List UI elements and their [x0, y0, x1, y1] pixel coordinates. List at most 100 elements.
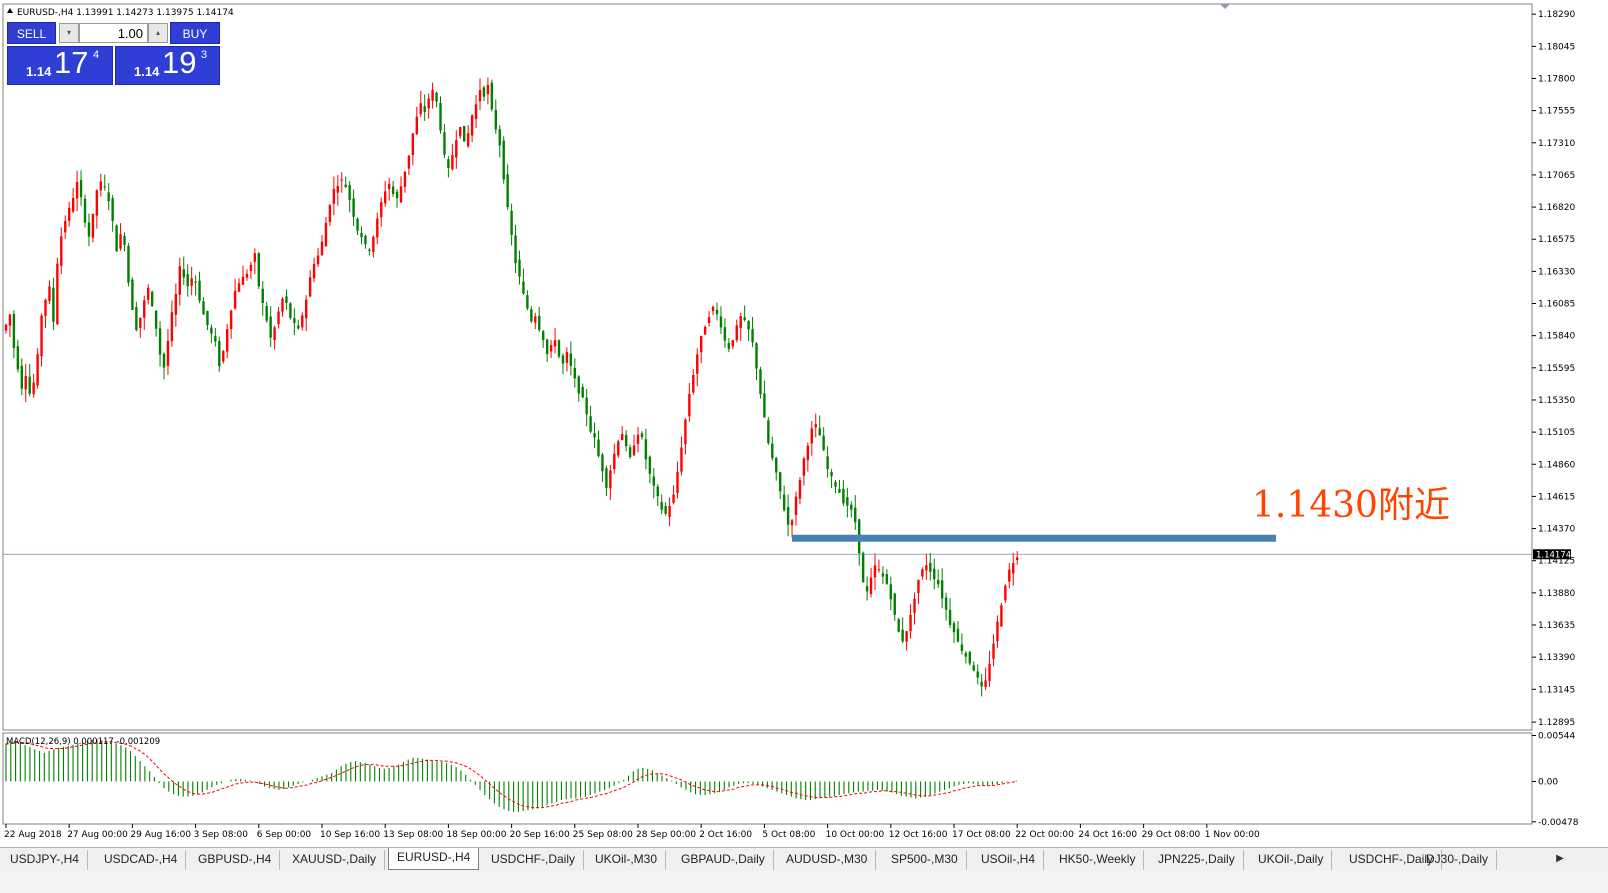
current-price-tag: 1.14174	[1533, 549, 1571, 560]
price-tick-label: 1.13880	[1538, 589, 1575, 599]
price-tick-label: 1.17065	[1538, 171, 1575, 181]
time-tick-label: 24 Oct 16:00	[1078, 830, 1137, 840]
price-tick-label: 1.14860	[1538, 460, 1575, 470]
time-tick-label: 25 Sep 08:00	[573, 830, 633, 840]
price-tick-label: 1.14370	[1538, 525, 1575, 535]
macd-tick-label: -0.00478	[1538, 818, 1579, 828]
time-axis: 22 Aug 2018 27 Aug 00:00 29 Aug 16:00 3 Sep…	[4, 824, 1260, 840]
time-tick-label: 10 Oct 00:00	[826, 830, 885, 840]
candle	[56, 258, 58, 326]
time-tick-label: 13 Sep 08:00	[383, 830, 443, 840]
tab-gbpusd-h4[interactable]: GBPUSD-,H4	[190, 850, 280, 870]
price-chart[interactable]: EURUSD-,H4 1.13991 1.14273 1.13975 1.141…	[0, 0, 1608, 847]
buy-quote-prefix: 1.14	[134, 64, 159, 79]
price-tick-label: 1.17310	[1538, 139, 1575, 149]
tab-usoil-h4[interactable]: USOil-,H4	[973, 850, 1044, 870]
price-tick-label: 1.18045	[1538, 42, 1575, 52]
one-click-trading-panel: SELL ▾ ▴ BUY 1.14 17 4 1.14 19 3	[7, 22, 220, 85]
tab-usdjpy-h4[interactable]: USDJPY-,H4	[2, 850, 88, 870]
macd-tick-label: 0.00	[1538, 777, 1558, 787]
buy-quote[interactable]: 1.14 19 3	[115, 46, 220, 85]
tab-eurusd-h4[interactable]: EURUSD-,H4	[388, 848, 479, 870]
macd-label: MACD(12,26,9) 0.000117 -0.001209	[6, 737, 160, 747]
lot-size-input[interactable]	[79, 23, 148, 43]
candle	[84, 195, 86, 228]
candle	[463, 126, 465, 142]
time-tick-label: 28 Sep 00:00	[636, 830, 696, 840]
price-tick-label: 1.16085	[1538, 300, 1575, 310]
tab-gbpaud-daily[interactable]: GBPAUD-,Daily	[673, 850, 774, 870]
price-tick-label: 1.13390	[1538, 653, 1575, 663]
price-tick-label: 1.16575	[1538, 235, 1575, 245]
support-annotation: 1.1430附近	[1252, 485, 1450, 526]
candle	[151, 291, 153, 307]
price-axis: 1.18290 1.18045 1.17800 1.17555 1.17310 1.170…	[1532, 10, 1575, 728]
candle	[862, 551, 864, 582]
lot-increase-button[interactable]: ▴	[148, 23, 168, 43]
price-tick-label: 1.15840	[1538, 332, 1575, 342]
candle	[558, 339, 560, 358]
candle	[759, 367, 761, 399]
sell-quote-pips: 17	[54, 45, 88, 81]
candle	[127, 243, 129, 287]
time-tick-label: 29 Aug 16:00	[130, 830, 191, 840]
chevron-right-icon[interactable]: ▶	[1552, 850, 1568, 868]
macd-frame	[3, 733, 1532, 824]
candle	[36, 348, 38, 388]
buy-quote-pips: 19	[162, 45, 196, 81]
time-tick-label: 12 Oct 16:00	[889, 830, 948, 840]
price-tick-label: 1.13635	[1538, 621, 1575, 631]
candle	[1004, 584, 1006, 603]
candle	[1000, 603, 1002, 627]
candle	[258, 252, 260, 289]
macd-tick-label: 0.00544	[1538, 732, 1575, 742]
buy-button[interactable]: BUY	[170, 22, 220, 44]
tab-sp500-m30[interactable]: SP500-,M30	[883, 850, 967, 870]
current-price-label: 1.14174	[1536, 550, 1571, 560]
price-tick-label: 1.16330	[1538, 267, 1575, 277]
price-tick-label: 1.17800	[1538, 74, 1575, 84]
time-tick-label: 2 Oct 16:00	[699, 830, 752, 840]
tab-xauusd-daily[interactable]: XAUUSD-,Daily	[284, 850, 385, 870]
time-tick-label: 5 Oct 08:00	[762, 830, 815, 840]
candle	[131, 277, 133, 310]
tab-jpn225-daily[interactable]: JPN225-,Daily	[1150, 850, 1244, 870]
time-tick-label: 22 Aug 2018	[4, 830, 62, 840]
candle	[289, 302, 291, 320]
price-tick-label: 1.18290	[1538, 10, 1575, 20]
sell-quote-fraction: 4	[93, 49, 99, 61]
support-line[interactable]	[792, 535, 1276, 542]
sell-button[interactable]: SELL	[7, 22, 56, 44]
sell-quote[interactable]: 1.14 17 4	[7, 46, 113, 85]
time-tick-label: 29 Oct 08:00	[1142, 830, 1201, 840]
candle	[898, 618, 900, 633]
sell-quote-prefix: 1.14	[26, 64, 51, 79]
lot-decrease-button[interactable]: ▾	[59, 23, 79, 43]
time-tick-label: 17 Oct 08:00	[952, 830, 1011, 840]
price-tick-label: 1.14615	[1538, 492, 1575, 502]
tab-ukoil-m30[interactable]: UKOil-,M30	[587, 850, 666, 870]
tab-ukoil-daily[interactable]: UKOil-,Daily	[1250, 850, 1332, 870]
candle	[767, 417, 769, 445]
candle	[617, 440, 619, 458]
window-bottom-strip	[0, 871, 1608, 893]
chart-tab-bar: USDJPY-,H4 USDCAD-,H4 GBPUSD-,H4 XAUUSD-…	[0, 847, 1608, 871]
price-tick-label: 1.17555	[1538, 107, 1575, 117]
tab-dj30-daily[interactable]: DJ30-,Daily	[1418, 850, 1497, 870]
time-tick-label: 3 Sep 08:00	[194, 830, 249, 840]
candle	[503, 136, 505, 183]
tab-hk50-weekly[interactable]: HK50-,Weekly	[1051, 850, 1144, 870]
time-tick-label: 6 Sep 00:00	[257, 830, 312, 840]
tab-audusd-m30[interactable]: AUDUSD-,M30	[778, 850, 876, 870]
time-tick-label: 18 Sep 00:00	[446, 830, 506, 840]
tab-usdcad-h4[interactable]: USDCAD-,H4	[96, 850, 186, 870]
candle	[491, 80, 493, 112]
price-tick-label: 1.12895	[1538, 718, 1575, 728]
time-tick-label: 1 Nov 00:00	[1205, 830, 1260, 840]
candle	[115, 224, 117, 251]
tab-usdchf-daily[interactable]: USDCHF-,Daily	[483, 850, 584, 870]
price-tick-label: 1.15350	[1538, 396, 1575, 406]
time-tick-label: 27 Aug 00:00	[67, 830, 128, 840]
time-tick-label: 10 Sep 16:00	[320, 830, 380, 840]
buy-quote-fraction: 3	[201, 49, 207, 61]
